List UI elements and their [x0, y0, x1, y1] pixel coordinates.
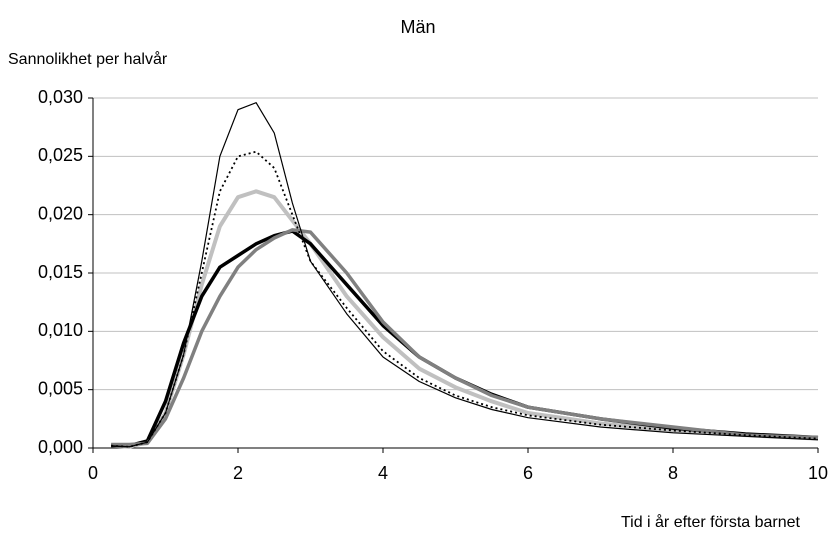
y-tick-label: 0,030 — [38, 87, 83, 107]
series-line — [111, 228, 819, 447]
series-line — [111, 229, 819, 448]
series-line — [110, 189, 819, 449]
chart-title: Män — [400, 17, 435, 37]
y-tick-label: 0,015 — [38, 262, 83, 282]
x-axis-label: Tid i år efter första barnet — [621, 513, 801, 531]
y-tick-label: 0,000 — [38, 437, 83, 457]
y-tick-label: 0,010 — [38, 320, 83, 340]
y-tick-label: 0,005 — [38, 378, 83, 398]
x-tick-label: 8 — [668, 463, 678, 483]
x-tick-label: 6 — [523, 463, 533, 483]
x-tick-label: 4 — [378, 463, 388, 483]
x-tick-label: 2 — [233, 463, 243, 483]
x-tick-label: 10 — [808, 463, 828, 483]
y-tick-label: 0,020 — [38, 203, 83, 223]
x-tick-label: 0 — [88, 463, 98, 483]
y-tick-label: 0,025 — [38, 145, 83, 165]
series-line — [111, 102, 819, 448]
y-axis-label: Sannolikhet per halvår — [8, 50, 168, 68]
